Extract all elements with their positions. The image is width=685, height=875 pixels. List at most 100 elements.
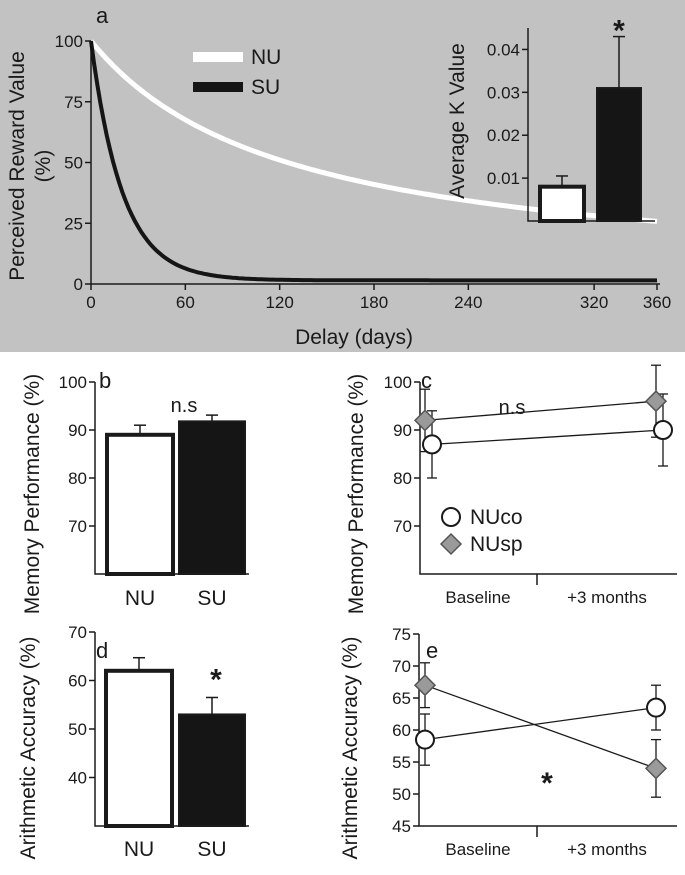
inset-bars — [538, 35, 642, 223]
panel-c-nuco-point — [653, 420, 673, 440]
panel-c-xtick-3months: +3 months — [567, 588, 647, 607]
panel-b-ytick-label: 100 — [59, 373, 87, 392]
panel-e-nuco-line — [424, 706, 657, 741]
panel-d-bar-nu — [104, 668, 174, 828]
legend-nusp-marker — [439, 532, 463, 556]
panel-a-ytick-label: 25 — [64, 214, 83, 233]
panel-e-nusp-point — [413, 674, 437, 697]
legend-nuco-marker — [441, 507, 461, 527]
panel-b-ytick-label: 70 — [68, 517, 87, 536]
panel-e-letter: e — [426, 638, 438, 663]
panel-a-xtick-label: 0 — [86, 293, 95, 312]
panel-a-ytick-label: 75 — [64, 93, 83, 112]
panel-e-xtick-baseline: Baseline — [445, 840, 510, 859]
panel-e-ytick-label: 55 — [392, 753, 411, 772]
inset-ytick-label: 0.04 — [487, 40, 520, 59]
inset-bar-nu — [538, 184, 586, 223]
panel-c-nusp-line — [424, 400, 657, 422]
panel-d-ylabel: Arithmetic Accuracy (%) — [17, 637, 40, 860]
panel-e-significance-star: * — [541, 767, 553, 800]
panel-a-xtick-label: 180 — [360, 293, 388, 312]
panel-c-y-ticks: 70 80 90 100 — [384, 373, 420, 536]
panel-c-xtick-baseline: Baseline — [445, 588, 510, 607]
panel-a-xtick-label: 320 — [580, 293, 608, 312]
panel-a-letter: a — [96, 3, 109, 28]
panel-c-nusp-point — [413, 409, 437, 432]
legend-su-label: SU — [251, 76, 280, 99]
panel-d-ytick-label: 50 — [68, 720, 87, 739]
panel-e-ytick-label: 75 — [392, 625, 411, 644]
panel-e-y-ticks: 45 50 55 60 65 70 75 — [392, 625, 419, 836]
panel-b-xtick-su: SU — [197, 587, 226, 610]
panel-d-ytick-label: 40 — [68, 769, 87, 788]
panel-c-nuco-line — [431, 429, 664, 446]
panel-c-legend: NUco NUsp — [439, 506, 523, 556]
panel-b-xtick-nu: NU — [125, 587, 155, 610]
panel-c-ns: n.s — [499, 397, 526, 419]
panel-a-xlabel: Delay (days) — [295, 326, 413, 349]
panel-e-ytick-label: 65 — [392, 689, 411, 708]
panel-e-ytick-label: 45 — [392, 817, 411, 836]
panel-a-y-ticks: 0 25 50 75 100 — [55, 32, 91, 294]
panel-b-ylabel: Memory Performance (%) — [21, 374, 44, 614]
panel-d-xtick-nu: NU — [124, 838, 154, 861]
panel-e-nusp-line — [424, 684, 657, 770]
legend-nusp-label: NUsp — [470, 533, 523, 556]
panel-e-ytick-label: 60 — [392, 721, 411, 740]
panel-e-ylabel: Arithmetic Accuracy (%) — [339, 637, 362, 860]
panel-c-ytick-label: 90 — [393, 421, 412, 440]
panel-a-ytick-label: 50 — [64, 154, 83, 173]
panel-a-ytick-label: 100 — [55, 32, 83, 51]
inset-y-ticks: 0.01 0.02 0.03 0.04 — [487, 40, 528, 188]
su-discount-curve — [89, 40, 657, 283]
panel-b-ytick-label: 90 — [68, 421, 87, 440]
panel-a-ylabel-line1: Perceived Reward Value — [6, 51, 29, 281]
legend-nu-label: NU — [251, 46, 281, 69]
panel-b-ytick-label: 80 — [68, 469, 87, 488]
panel-c-nuco-point — [422, 434, 442, 455]
panel-a-xtick-label: 240 — [454, 293, 482, 312]
panel-c-ytick-label: 70 — [393, 517, 412, 536]
panel-c-ytick-label: 80 — [393, 469, 412, 488]
panel-d-significance-star: * — [210, 663, 222, 696]
inset-ytick-label: 0.01 — [487, 169, 520, 188]
panel-a-xtick-label: 120 — [265, 293, 293, 312]
panel-b-bar-su — [178, 420, 246, 575]
panel-e-nusp-point — [644, 757, 668, 780]
panel-d-letter: d — [96, 638, 108, 663]
panel-d-y-ticks: 40 50 60 70 — [68, 623, 95, 788]
panel-e-ytick-label: 50 — [392, 785, 411, 804]
panel-d-bars — [104, 656, 246, 828]
inset-ytick-label: 0.03 — [487, 83, 520, 102]
panel-e-ytick-label: 70 — [392, 657, 411, 676]
panel-b-bars — [105, 414, 246, 576]
panel-a-xtick-label: 360 — [643, 293, 671, 312]
panel-e-nuco-point — [646, 697, 666, 718]
panel-b-y-ticks: 70 80 90 100 — [59, 373, 95, 536]
panel-a-legend: NU SU — [193, 46, 281, 99]
panel-d-ytick-label: 70 — [68, 623, 87, 642]
panel-b-letter: b — [99, 368, 111, 393]
panel-b-bar-nu — [105, 432, 175, 576]
panel-a-ytick-label: 0 — [74, 275, 83, 294]
panel-b-ns: n.s — [171, 395, 198, 417]
panel-d-bar-su — [178, 713, 246, 828]
panel-c-nusp-point — [644, 390, 668, 413]
panel-c-letter: c — [421, 368, 432, 393]
panel-a-x-ticks: 0 60 120 180 240 320 360 — [86, 284, 671, 312]
inset-ytick-label: 0.02 — [487, 126, 520, 145]
inset-significance-star: * — [613, 15, 625, 48]
panel-c-ytick-label: 100 — [384, 373, 412, 392]
legend-nuco-label: NUco — [470, 506, 523, 529]
panel-a-ylabel-line2: (%) — [32, 150, 55, 183]
panel-c-axes — [419, 382, 677, 585]
inset-ylabel: Average K Value — [446, 43, 469, 199]
panel-d-xtick-su: SU — [197, 838, 226, 861]
panel-d-ytick-label: 60 — [68, 672, 87, 691]
panel-a-xtick-label: 60 — [176, 293, 195, 312]
panel-c-series — [413, 364, 673, 479]
panel-e-series — [413, 662, 668, 798]
panel-e-xtick-3months: +3 months — [567, 840, 647, 859]
inset-bar-su — [596, 87, 642, 222]
